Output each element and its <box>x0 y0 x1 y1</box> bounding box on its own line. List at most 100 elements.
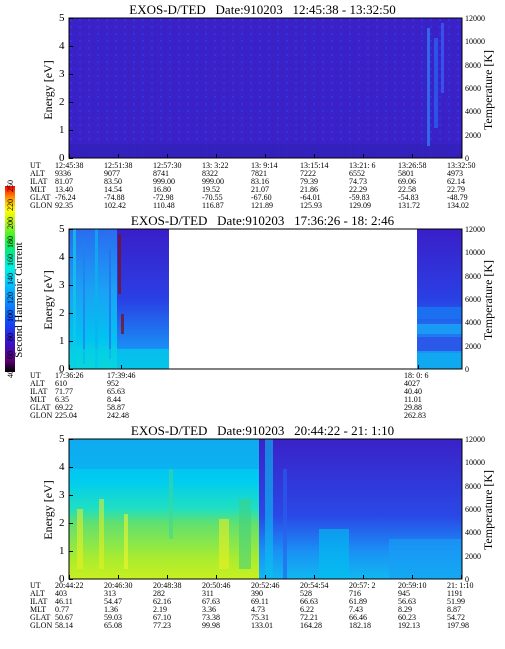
orbit-value: -72.98 <box>153 193 174 202</box>
orbit-value: 83.16 <box>251 177 269 186</box>
orbit-value: 50.67 <box>55 613 73 622</box>
temperature-tick-label: 10000 <box>465 458 485 468</box>
orbit-value: 3.36 <box>202 605 216 614</box>
orbit-value: 102.42 <box>104 201 126 210</box>
orbit-value: 20:46:30 <box>104 581 133 590</box>
time-tick-mark <box>461 154 462 158</box>
orbit-value: 125.93 <box>300 201 322 210</box>
orbit-value: 29.88 <box>404 403 422 412</box>
energy-tick-mark <box>69 495 73 496</box>
orbit-value: 952 <box>107 379 119 388</box>
orbit-value: 131.72 <box>398 201 420 210</box>
orbit-value: 133.01 <box>251 621 273 630</box>
energy-tick-mark <box>69 130 73 131</box>
temperature-tick-label: 0 <box>465 154 469 163</box>
orbit-value: 72.21 <box>300 613 318 622</box>
panel-1-y2label: Temperature [K] <box>481 49 495 131</box>
time-tick-mark <box>69 154 70 158</box>
panel-3-plot <box>68 438 463 580</box>
orbit-value: 65.08 <box>104 621 122 630</box>
panel-1-right-streaks <box>427 23 444 146</box>
orbit-value: 59.03 <box>104 613 122 622</box>
orbit-row-label: MLT <box>30 185 47 194</box>
panel-2-gap <box>169 229 417 369</box>
orbit-value: 8322 <box>202 169 218 178</box>
orbit-value: 311 <box>202 589 214 598</box>
orbit-value: 83.50 <box>104 177 122 186</box>
orbit-value: -54.83 <box>398 193 419 202</box>
orbit-value: 999.00 <box>153 177 175 186</box>
time-tick-mark <box>461 575 462 579</box>
orbit-value: 67.10 <box>153 613 171 622</box>
panel-2-plot <box>68 228 463 370</box>
temperature-tick-label: 4000 <box>465 318 481 328</box>
orbit-value: 13:32:50 <box>447 161 476 170</box>
energy-tick-label: 0 <box>59 152 65 164</box>
colorbar-gradient <box>5 186 15 372</box>
orbit-value: 164.28 <box>300 621 322 630</box>
orbit-row-label: MLT <box>30 395 47 404</box>
temperature-tick-label: 10000 <box>465 248 485 258</box>
time-tick-mark <box>167 154 168 158</box>
energy-tick-label: 0 <box>59 573 65 585</box>
panel-2-segment-2-bands <box>417 307 462 369</box>
orbit-value: 69.06 <box>398 177 416 186</box>
energy-tick-mark <box>69 467 73 468</box>
orbit-value: -70.55 <box>202 193 223 202</box>
panel-2-ylabel: Energy [eV] <box>41 270 55 330</box>
orbit-value: 65.63 <box>107 387 125 396</box>
orbit-value: 62.14 <box>447 177 465 186</box>
energy-tick-label: 0 <box>59 363 65 375</box>
energy-tick-mark <box>69 439 73 440</box>
orbit-value: 282 <box>153 589 165 598</box>
panel-2-title: EXOS-D/TED Date:910203 17:36:26 - 18: 2:… <box>130 213 395 228</box>
orbit-value: 528 <box>300 589 312 598</box>
energy-tick-label: 3 <box>59 279 65 291</box>
orbit-value: 8.87 <box>447 605 461 614</box>
temperature-tick-label: 8000 <box>465 271 481 281</box>
orbit-value: 18: 0: 6 <box>404 371 429 380</box>
time-tick-mark <box>216 575 217 579</box>
energy-tick-mark <box>69 102 73 103</box>
orbit-value: 313 <box>104 589 116 598</box>
panel-3-upper-band <box>69 439 259 469</box>
orbit-row-label: UT <box>30 161 41 170</box>
orbit-value: 7222 <box>300 169 316 178</box>
temperature-tick-label: 2000 <box>465 551 481 561</box>
orbit-value: -76.24 <box>55 193 76 202</box>
orbit-value: 71.77 <box>55 387 73 396</box>
energy-tick-mark <box>69 341 73 342</box>
orbit-value: 61.89 <box>349 597 367 606</box>
energy-tick-label: 4 <box>59 461 65 473</box>
orbit-value: 6.22 <box>300 605 314 614</box>
orbit-row-label: MLT <box>30 605 47 614</box>
energy-tick-label: 2 <box>59 307 65 319</box>
orbit-value: 66.63 <box>300 597 318 606</box>
temperature-tick-label: 2000 <box>465 130 481 140</box>
panel-3-right-streaks <box>265 439 462 579</box>
orbit-value: 9077 <box>104 169 120 178</box>
orbit-value: 21.86 <box>300 185 318 194</box>
colorbar <box>5 186 15 372</box>
energy-tick-label: 1 <box>59 545 65 557</box>
energy-tick-label: 5 <box>59 12 65 24</box>
energy-tick-mark <box>69 18 73 19</box>
time-tick-mark <box>314 154 315 158</box>
orbit-value: 66.46 <box>349 613 367 622</box>
orbit-value: 75.31 <box>251 613 269 622</box>
orbit-value: 8741 <box>153 169 169 178</box>
orbit-row-label: ALT <box>30 169 45 178</box>
orbit-value: 12:57:30 <box>153 161 182 170</box>
time-tick-mark <box>265 575 266 579</box>
orbit-value: 22.79 <box>447 185 465 194</box>
orbit-value: 0.77 <box>55 605 69 614</box>
energy-tick-mark <box>69 285 73 286</box>
orbit-value: 8.29 <box>398 605 412 614</box>
energy-tick-label: 2 <box>59 517 65 529</box>
orbit-value: 21.07 <box>251 185 269 194</box>
orbit-value: 13:26:58 <box>398 161 427 170</box>
orbit-row-label: GLAT <box>30 613 51 622</box>
orbit-row-label: GLON <box>30 411 53 420</box>
time-tick-mark <box>118 575 119 579</box>
orbit-value: 58.87 <box>107 403 125 412</box>
